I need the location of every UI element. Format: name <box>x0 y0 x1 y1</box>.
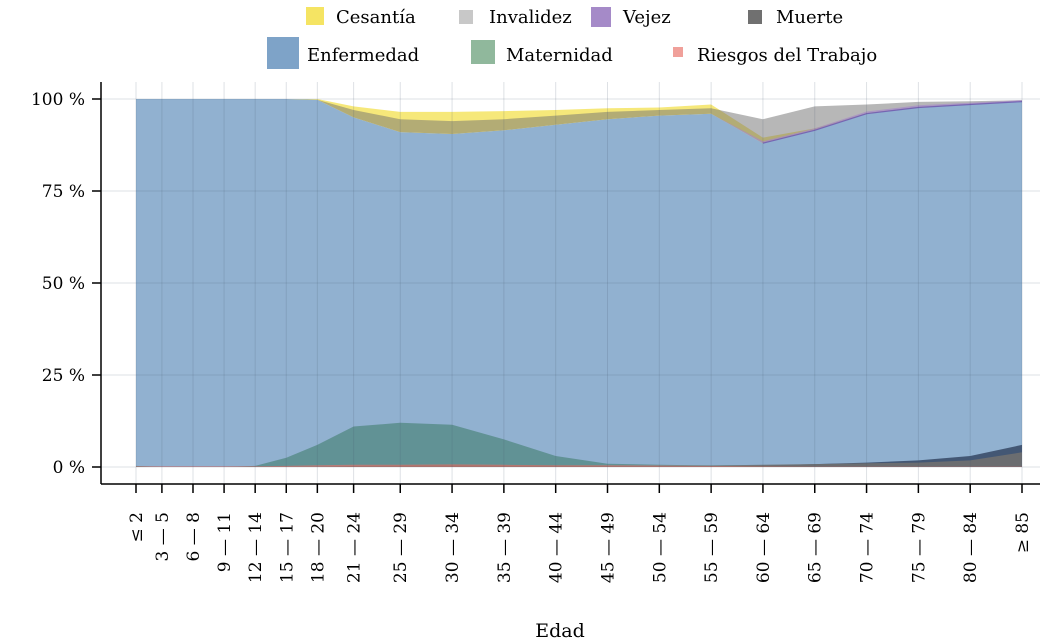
legend-swatch <box>459 10 473 24</box>
legend-label: Vejez <box>622 7 671 28</box>
legend-swatch <box>591 7 611 27</box>
y-tick-label: 100 % <box>31 90 85 110</box>
axes: 0 % 25 % 50 % 75 % 100 % ≤ 2 3 — 5 6 — 8 9 — 11 1… <box>31 82 1040 583</box>
legend-item-riesgos-del-trabajo: Riesgos del Trabajo <box>673 45 877 66</box>
x-tick-label: 30 — 34 <box>443 512 463 583</box>
legend-swatch <box>673 47 683 57</box>
x-tick-label: 9 — 11 <box>215 512 235 572</box>
legend-swatch <box>306 7 324 25</box>
area-invalidez <box>136 452 1022 467</box>
x-tick-label: 40 — 44 <box>547 512 567 583</box>
legend-item-muerte: Muerte <box>748 7 843 28</box>
legend-label: Riesgos del Trabajo <box>697 45 877 66</box>
x-axis-title: Edad <box>535 620 585 642</box>
x-tick-label: 75 — 79 <box>909 512 929 583</box>
legend-swatch <box>471 40 495 64</box>
vejez-edge-line <box>762 101 1023 144</box>
y-tick-label: 0 % <box>53 458 85 478</box>
x-tick-label: 6 — 8 <box>184 512 204 561</box>
x-tick-label: 70 — 74 <box>858 512 878 583</box>
x-tick-label: 12 — 14 <box>246 512 266 583</box>
area-vejez <box>136 99 1022 144</box>
y-tick-label: 25 % <box>42 366 85 386</box>
legend-label: Maternidad <box>506 45 613 66</box>
x-tick-label: 15 — 17 <box>277 512 297 583</box>
area-maternidad <box>136 422 1022 467</box>
legend-item-vejez: Vejez <box>591 7 671 28</box>
legend-item-invalidez: Invalidez <box>459 7 572 28</box>
x-tick-label: 65 — 69 <box>806 512 826 583</box>
legend: Cesantía Invalidez Vejez Muerte Enfermedad Ma… <box>267 7 877 69</box>
x-tick-label: ≤ 2 <box>127 512 147 542</box>
legend-label: Cesantía <box>336 7 416 28</box>
legend-swatch <box>748 10 762 24</box>
x-tick-label: 60 — 64 <box>754 512 774 583</box>
x-tick-label: 45 — 49 <box>598 512 618 583</box>
x-tick-label: 21 — 24 <box>345 512 365 583</box>
area-riesgos-del-trabajo <box>136 464 1022 467</box>
legend-label: Invalidez <box>489 7 572 28</box>
gridlines <box>101 82 1040 484</box>
legend-swatch <box>267 37 299 69</box>
legend-label: Muerte <box>776 7 843 28</box>
legend-item-enfermedad: Enfermedad <box>267 37 419 69</box>
plot-area <box>101 82 1040 484</box>
y-tick-label: 75 % <box>42 182 85 202</box>
x-tick-label: 35 — 39 <box>495 512 515 583</box>
x-tick-label: 55 — 59 <box>702 512 722 583</box>
x-tick-label: 25 — 29 <box>391 512 411 583</box>
x-tick-label: 18 — 20 <box>308 512 328 583</box>
legend-item-cesantia: Cesantía <box>306 7 416 28</box>
legend-label: Enfermedad <box>307 45 419 66</box>
x-tick-label: 3 — 5 <box>153 512 173 561</box>
x-tick-label: 80 — 84 <box>961 512 981 583</box>
x-tick-label: 50 — 54 <box>650 512 670 583</box>
y-tick-label: 50 % <box>42 274 85 294</box>
area-enfermedad <box>136 99 1022 467</box>
legend-item-maternidad: Maternidad <box>471 40 613 66</box>
x-tick-label: ≥ 85 <box>1013 512 1033 553</box>
